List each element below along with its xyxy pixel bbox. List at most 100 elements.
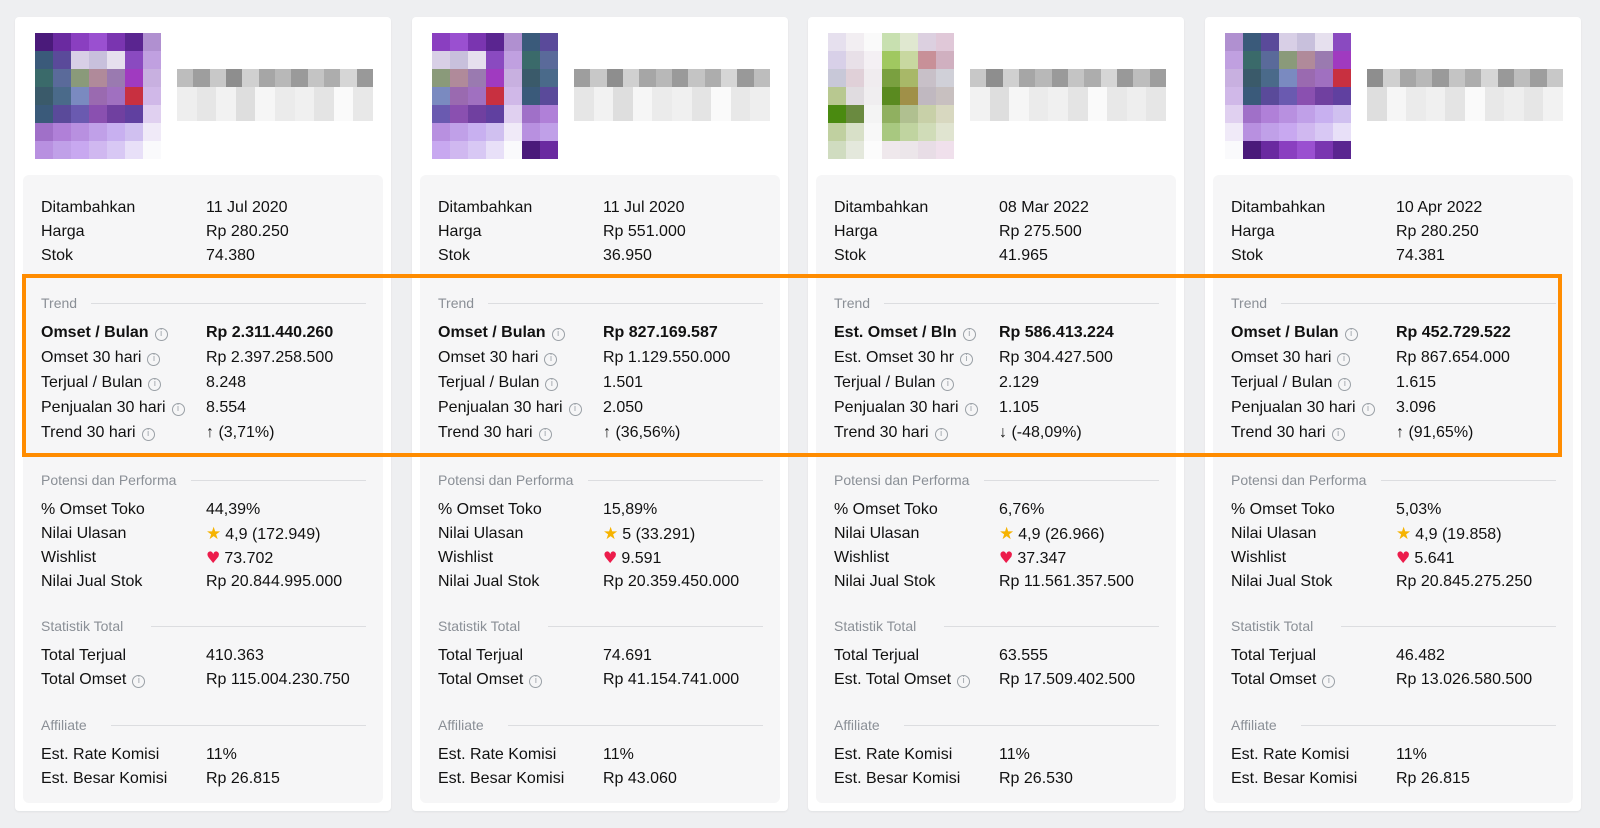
stat-label-text: Penjualan 30 hari — [438, 399, 563, 416]
stat-row-total-terjual: Total Terjual 63.555 — [834, 644, 1164, 668]
stat-value: ★ 4,9 (26.966) — [999, 522, 1105, 547]
info-icon[interactable]: i — [538, 428, 552, 441]
stat-label-text: Est. Rate Komisi — [438, 746, 557, 763]
product-image[interactable] — [1225, 33, 1351, 159]
star-icon: ★ — [999, 524, 1015, 544]
section-statistik: Statistik Total — [41, 616, 366, 636]
stat-value-text: ↑ (36,56%) — [603, 424, 681, 441]
info-icon[interactable]: i — [1337, 353, 1351, 366]
info-icon[interactable]: i — [1344, 328, 1358, 341]
info-icon[interactable]: i — [132, 675, 146, 688]
product-title-blurred[interactable] — [177, 69, 373, 87]
stat-value-text: 74.691 — [603, 647, 652, 664]
product-title-blurred[interactable] — [1367, 69, 1563, 87]
stat-row-omset-toko: % Omset Toko 15,89% — [438, 498, 768, 522]
stat-value-text: 46.482 — [1396, 647, 1445, 664]
stat-label-text: Penjualan 30 hari — [41, 399, 166, 416]
product-image[interactable] — [828, 33, 954, 159]
stat-value-text: Rp 43.060 — [603, 770, 677, 787]
stat-label: Est. Rate Komisi — [41, 743, 159, 767]
stat-label-text: Nilai Jual Stok — [834, 573, 936, 590]
section-divider — [548, 626, 763, 627]
stat-row-total-omset: Total Omset i Rp 115.004.230.750 — [41, 668, 371, 692]
info-icon[interactable]: i — [545, 378, 559, 391]
section-divider — [508, 725, 763, 726]
stat-row-omset-toko: % Omset Toko 6,76% — [834, 498, 1164, 522]
stat-label: Wishlist — [1231, 546, 1286, 570]
section-title: Affiliate — [438, 717, 484, 733]
stat-row-wishlist: Wishlist ♥ 5.641 — [1231, 546, 1561, 570]
info-icon[interactable]: i — [960, 353, 974, 366]
stat-label: Omset 30 hari i — [41, 346, 161, 370]
stat-value: ↑ (36,56%) — [603, 421, 680, 445]
stat-row-total-omset: Total Omset i Rp 13.026.580.500 — [1231, 668, 1561, 692]
section-potensi: Potensi dan Performa — [1231, 470, 1556, 490]
info-icon[interactable]: i — [529, 675, 543, 688]
stat-value-text: 2.050 — [603, 399, 644, 416]
info-icon[interactable]: i — [941, 378, 955, 391]
stat-label-text: Terjual / Bulan — [1231, 374, 1333, 391]
stat-value-text: Rp 11.561.357.500 — [999, 573, 1134, 590]
stat-row-trend30: Trend 30 hari i ↑ (3,71%) — [41, 421, 371, 445]
info-icon[interactable]: i — [147, 353, 161, 366]
stat-label-text: % Omset Toko — [438, 501, 542, 518]
stat-value-text: 11% — [603, 746, 634, 763]
stat-value-text: Rp 17.509.402.500 — [999, 671, 1136, 688]
product-image[interactable] — [432, 33, 558, 159]
info-icon[interactable]: i — [964, 403, 978, 416]
stat-row-stock: Stok 36.950 — [438, 244, 768, 268]
info-icon[interactable]: i — [957, 675, 971, 688]
product-image[interactable] — [35, 33, 161, 159]
stat-label: Ditambahkan — [1231, 196, 1325, 220]
stat-value-text: ↑ (91,65%) — [1396, 424, 1474, 441]
stat-value: 410.363 — [206, 644, 264, 668]
info-icon[interactable]: i — [568, 403, 582, 416]
stat-label: Nilai Ulasan — [41, 522, 126, 546]
stat-label: Terjual / Bulan i — [834, 371, 955, 395]
product-title-blurred[interactable] — [970, 69, 1166, 87]
stat-label: Total Omset i — [41, 668, 146, 692]
stat-value-text: Rp 280.250 — [206, 223, 289, 240]
stat-value-text: 4,9 (172.949) — [225, 526, 321, 543]
stat-value: 11% — [999, 743, 1030, 767]
stat-value: Rp 115.004.230.750 — [206, 668, 350, 692]
stat-label-text: Trend 30 hari — [834, 424, 929, 441]
stat-row-ulasan: Nilai Ulasan ★ 4,9 (19.858) — [1231, 522, 1561, 546]
stat-value-text: Rp 280.250 — [1396, 223, 1479, 240]
stat-label: Terjual / Bulan i — [1231, 371, 1352, 395]
info-icon[interactable]: i — [934, 428, 948, 441]
info-icon[interactable]: i — [154, 328, 168, 341]
stat-value: Rp 26.815 — [1396, 767, 1470, 791]
section-divider — [1281, 303, 1556, 304]
stat-label: Ditambahkan — [438, 196, 532, 220]
stat-label-text: Omset / Bulan — [438, 324, 546, 341]
info-icon[interactable]: i — [171, 403, 185, 416]
product-title-blurred[interactable] — [574, 69, 770, 87]
stat-label: % Omset Toko — [834, 498, 938, 522]
info-icon[interactable]: i — [551, 328, 565, 341]
stat-value-text: 11% — [999, 746, 1030, 763]
stat-label: Total Terjual — [438, 644, 523, 668]
stat-label: Trend 30 hari i — [438, 421, 552, 445]
info-icon[interactable]: i — [544, 353, 558, 366]
stat-row-omset30: Omset 30 hari i Rp 867.654.000 — [1231, 346, 1561, 370]
stat-label-text: Est. Rate Komisi — [1231, 746, 1350, 763]
stat-row-besar: Est. Besar Komisi Rp 26.815 — [1231, 767, 1561, 791]
stat-row-terjual-bulan: Terjual / Bulan i 8.248 — [41, 371, 371, 395]
info-icon[interactable]: i — [1331, 428, 1345, 441]
product-card: Ditambahkan 08 Mar 2022 Harga Rp 275.500 Sto… — [808, 17, 1184, 811]
info-icon[interactable]: i — [1322, 675, 1336, 688]
info-icon[interactable]: i — [962, 328, 976, 341]
info-icon[interactable]: i — [148, 378, 162, 391]
section-divider — [1381, 480, 1556, 481]
stat-label-text: Trend 30 hari — [438, 424, 533, 441]
stat-value-text: 410.363 — [206, 647, 264, 664]
info-icon[interactable]: i — [1361, 403, 1375, 416]
stat-label: Wishlist — [41, 546, 96, 570]
stat-label: Ditambahkan — [834, 196, 928, 220]
stat-value-text: 36.950 — [603, 247, 652, 264]
info-icon[interactable]: i — [1338, 378, 1352, 391]
stat-label: Harga — [834, 220, 878, 244]
section-title: Statistik Total — [834, 618, 917, 634]
info-icon[interactable]: i — [141, 428, 155, 441]
